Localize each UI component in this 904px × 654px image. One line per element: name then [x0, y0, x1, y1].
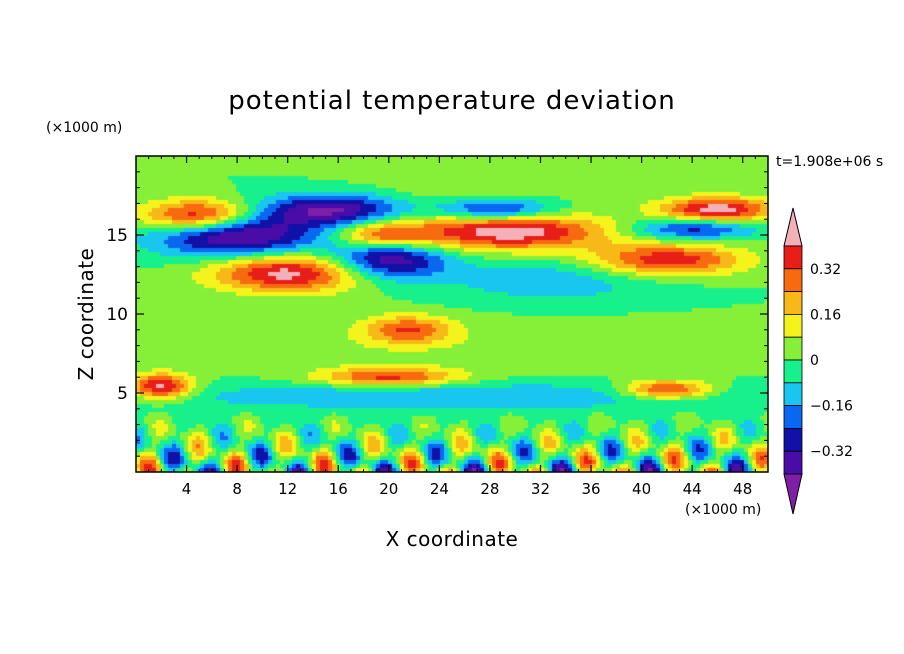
x-tick-label: 20: [379, 480, 398, 498]
y-tick-label: 15: [106, 226, 128, 246]
colorbar-box: [783, 313, 803, 338]
colorbar-box: [783, 450, 803, 475]
colorbar-label: 0: [810, 353, 819, 369]
colorbar-label: −0.32: [810, 444, 853, 460]
x-tick-label: 8: [232, 480, 242, 498]
colorbar-box: [783, 382, 803, 406]
x-tick-label: 4: [182, 480, 192, 498]
x-tick-label: 32: [531, 480, 550, 498]
colorbar-label: −0.16: [810, 399, 853, 415]
y-tick-label: 10: [106, 305, 128, 325]
x-tick-label: 40: [632, 480, 651, 498]
colorbar-box: [783, 359, 803, 384]
time-label: t=1.908e+06 s: [776, 154, 884, 170]
x-tick-label: 48: [733, 480, 752, 498]
colorbar-box: [783, 336, 803, 361]
x-tick-label: 28: [480, 480, 499, 498]
colorbar-top-triangle: [783, 207, 803, 247]
colorbar-box: [783, 268, 803, 292]
y-axis-label: Z coordinate: [74, 247, 98, 381]
colorbar-bottom-triangle: [783, 473, 803, 515]
colorbar-box: [783, 291, 803, 315]
colorbar-box: [783, 405, 803, 429]
x-tick-label: 12: [278, 480, 297, 498]
colorbar-box: [783, 245, 803, 270]
x-tick-label: 16: [329, 480, 348, 498]
x-tick-label: 36: [581, 480, 600, 498]
chart-title: potential temperature deviation: [228, 86, 676, 116]
x-axis-label: X coordinate: [385, 527, 519, 551]
x-axis-unit: (×1000 m): [685, 502, 762, 518]
x-tick-label: 44: [683, 480, 702, 498]
colorbar-box: [783, 427, 803, 452]
y-tick-label: 5: [117, 384, 128, 404]
colorbar-label: 0.16: [810, 307, 841, 323]
y-axis-unit: (×1000 m): [46, 120, 123, 136]
heatmap-field: [136, 156, 768, 472]
colorbar-label: 0.32: [810, 262, 841, 278]
x-tick-label: 24: [430, 480, 449, 498]
